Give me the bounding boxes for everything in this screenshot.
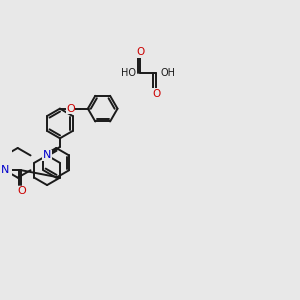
Text: N: N — [43, 150, 51, 161]
Text: N: N — [1, 165, 9, 175]
Text: HO: HO — [121, 68, 136, 78]
Text: OH: OH — [160, 68, 175, 78]
Text: O: O — [152, 89, 160, 99]
Text: O: O — [66, 103, 75, 114]
Text: O: O — [17, 186, 26, 197]
Text: O: O — [136, 47, 145, 57]
